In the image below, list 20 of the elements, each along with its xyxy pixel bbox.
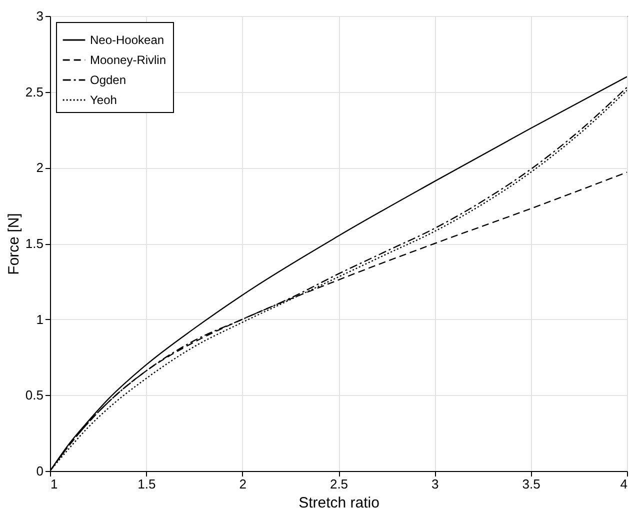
legend-label: Yeoh [90, 93, 117, 107]
y-tick-label: 0 [36, 464, 44, 478]
y-tick-label: 1.5 [25, 236, 44, 251]
x-tick-label: 2 [239, 476, 246, 492]
y-tick-label: 1 [36, 312, 44, 327]
y-tick-label: 3 [36, 8, 44, 24]
y-tick-label: 0.5 [25, 388, 44, 403]
y-tick-label: 2 [36, 160, 44, 176]
x-tick-label: 3.5 [522, 476, 540, 492]
legend-label: Neo-Hookean [90, 33, 164, 47]
x-axis-title: Stretch ratio [298, 494, 380, 512]
legend-label: Ogden [90, 73, 126, 87]
y-tick-label: 2.5 [25, 84, 44, 100]
y-axis-title: Force [N] [5, 213, 22, 275]
x-tick-label: 1.5 [138, 476, 156, 492]
legend-label: Mooney-Rivlin [90, 53, 166, 67]
x-tick-label: 2.5 [330, 476, 348, 492]
x-tick-label: 4 [620, 476, 628, 492]
x-tick-label: 3 [432, 476, 439, 492]
x-tick-label: 1 [50, 476, 58, 492]
